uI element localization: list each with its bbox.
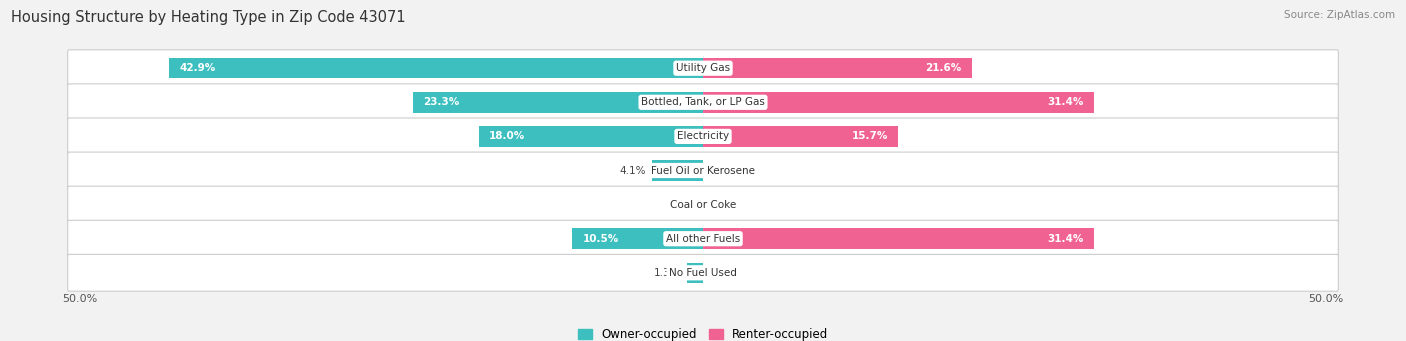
Text: 42.9%: 42.9% bbox=[180, 63, 215, 73]
Text: 50.0%: 50.0% bbox=[62, 294, 97, 304]
FancyBboxPatch shape bbox=[67, 118, 1339, 155]
Bar bbox=[703, 58, 972, 78]
Text: All other Fuels: All other Fuels bbox=[666, 234, 740, 244]
Bar bbox=[170, 58, 703, 78]
Bar bbox=[479, 126, 703, 147]
Bar bbox=[572, 228, 703, 249]
Bar bbox=[413, 92, 703, 113]
Text: 31.4%: 31.4% bbox=[1047, 97, 1084, 107]
Text: Bottled, Tank, or LP Gas: Bottled, Tank, or LP Gas bbox=[641, 97, 765, 107]
Text: Utility Gas: Utility Gas bbox=[676, 63, 730, 73]
Bar bbox=[703, 126, 898, 147]
Text: 0.0%: 0.0% bbox=[709, 199, 735, 210]
Text: 0.0%: 0.0% bbox=[709, 268, 735, 278]
Text: Electricity: Electricity bbox=[676, 131, 730, 142]
Text: 23.3%: 23.3% bbox=[423, 97, 460, 107]
Text: 31.4%: 31.4% bbox=[1047, 234, 1084, 244]
FancyBboxPatch shape bbox=[67, 50, 1339, 87]
Text: 50.0%: 50.0% bbox=[1309, 294, 1344, 304]
Text: 10.5%: 10.5% bbox=[582, 234, 619, 244]
Text: No Fuel Used: No Fuel Used bbox=[669, 268, 737, 278]
Text: Coal or Coke: Coal or Coke bbox=[669, 199, 737, 210]
Text: Fuel Oil or Kerosene: Fuel Oil or Kerosene bbox=[651, 165, 755, 176]
Text: 0.0%: 0.0% bbox=[671, 199, 697, 210]
Text: 15.7%: 15.7% bbox=[852, 131, 889, 142]
Bar bbox=[703, 92, 1094, 113]
FancyBboxPatch shape bbox=[67, 186, 1339, 223]
Bar bbox=[703, 228, 1094, 249]
FancyBboxPatch shape bbox=[67, 152, 1339, 189]
Text: 21.6%: 21.6% bbox=[925, 63, 962, 73]
Bar bbox=[688, 263, 703, 283]
Legend: Owner-occupied, Renter-occupied: Owner-occupied, Renter-occupied bbox=[578, 328, 828, 341]
Bar bbox=[652, 160, 703, 181]
Text: 0.0%: 0.0% bbox=[709, 165, 735, 176]
FancyBboxPatch shape bbox=[67, 254, 1339, 291]
FancyBboxPatch shape bbox=[67, 84, 1339, 121]
Text: Source: ZipAtlas.com: Source: ZipAtlas.com bbox=[1284, 10, 1395, 20]
Text: Housing Structure by Heating Type in Zip Code 43071: Housing Structure by Heating Type in Zip… bbox=[11, 10, 406, 25]
Text: 4.1%: 4.1% bbox=[619, 165, 645, 176]
Text: 18.0%: 18.0% bbox=[489, 131, 526, 142]
FancyBboxPatch shape bbox=[67, 220, 1339, 257]
Text: 1.3%: 1.3% bbox=[654, 268, 681, 278]
